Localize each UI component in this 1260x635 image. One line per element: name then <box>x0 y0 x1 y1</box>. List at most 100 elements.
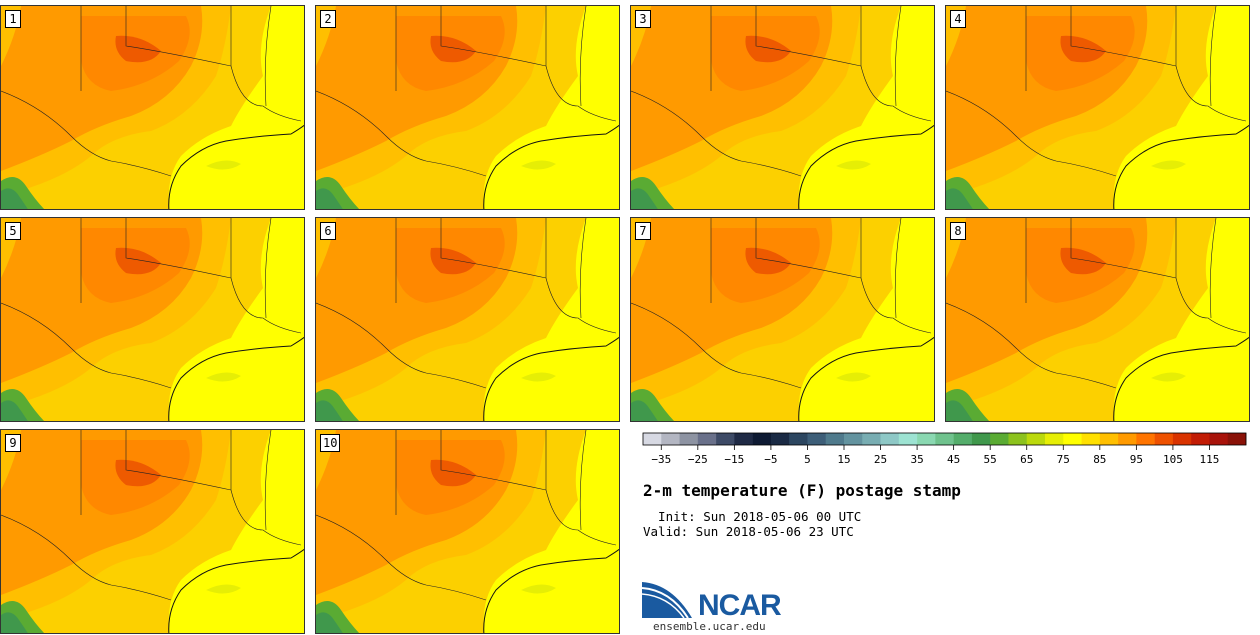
coastline <box>483 548 619 633</box>
gulf-region <box>1123 130 1249 209</box>
member-label: 3 <box>635 10 651 28</box>
member-label: 8 <box>950 222 966 240</box>
cool-region <box>1 188 28 209</box>
temperature-map <box>316 218 619 421</box>
colorbar-swatch <box>1063 433 1082 445</box>
gulf-region <box>1151 160 1186 170</box>
colorbar-swatch <box>770 433 790 445</box>
colorbar-swatch <box>697 433 717 445</box>
gulf-region <box>493 130 619 209</box>
hottest-region <box>115 459 161 487</box>
colorbar-tick-label: 65 <box>1020 453 1033 466</box>
hottest-region <box>115 247 161 275</box>
colorbar-swatch <box>1227 433 1247 445</box>
cool-region <box>946 188 973 209</box>
temperature-map <box>631 6 934 209</box>
member-label: 9 <box>5 434 21 452</box>
temperature-map <box>1 6 304 209</box>
coastline <box>798 124 934 209</box>
member-panel-1: 1 <box>0 5 305 210</box>
colorbar-swatch <box>990 433 1009 445</box>
hottest-region <box>430 459 476 487</box>
gulf-region <box>178 342 304 421</box>
ncar-logo-text: NCAR <box>698 589 782 622</box>
colorbar-tick-label: 115 <box>1200 453 1220 466</box>
colorbar-swatch <box>953 433 973 445</box>
member-label: 2 <box>320 10 336 28</box>
colorbar-swatch <box>752 433 772 445</box>
colorbar-swatch <box>734 433 753 445</box>
colorbar-tick-label: 35 <box>910 453 923 466</box>
gulf-region <box>808 342 934 421</box>
member-label: 5 <box>5 222 21 240</box>
init-time: Init: Sun 2018-05-06 00 UTC <box>643 509 862 524</box>
colorbar-swatch <box>661 433 680 445</box>
colorbar-swatch <box>1026 433 1046 445</box>
colorbar-swatch <box>844 433 863 445</box>
cool-region <box>631 188 658 209</box>
coastline <box>483 336 619 421</box>
member-panel-9: 9 <box>0 429 305 634</box>
gulf-region <box>178 130 304 209</box>
gulf-region <box>521 372 556 382</box>
colorbar-swatch <box>1118 433 1137 445</box>
gulf-region <box>808 130 934 209</box>
colorbar-swatch <box>679 433 699 445</box>
temperature-map <box>1 218 304 421</box>
member-panel-7: 7 <box>630 217 935 422</box>
member-panel-3: 3 <box>630 5 935 210</box>
colorbar-swatch <box>898 433 918 445</box>
temperature-map <box>316 6 619 209</box>
state-borders <box>316 6 617 177</box>
colorbar-tick-label: 45 <box>947 453 960 466</box>
colorbar-swatch <box>643 433 662 445</box>
ncar-logo-icon <box>642 582 692 619</box>
member-label: 1 <box>5 10 21 28</box>
coastline <box>483 124 619 209</box>
cool-region <box>1 612 28 633</box>
member-panel-8: 8 <box>945 217 1250 422</box>
temperature-map <box>946 6 1249 209</box>
colorbar-tick-label: 105 <box>1163 453 1183 466</box>
colorbar-swatch <box>971 433 991 445</box>
colorbar-tick-label: 25 <box>874 453 887 466</box>
coastline <box>1113 124 1249 209</box>
coastline <box>168 336 304 421</box>
colorbar-tick-label: −35 <box>651 453 671 466</box>
coastline <box>168 548 304 633</box>
coastline <box>798 336 934 421</box>
cool-region <box>316 400 343 421</box>
colorbar-swatch <box>1154 433 1174 445</box>
state-borders <box>631 218 932 389</box>
cool-region <box>631 400 658 421</box>
state-borders <box>1 218 302 389</box>
colorbar-swatch <box>825 433 845 445</box>
member-label: 7 <box>635 222 651 240</box>
gulf-region <box>836 372 871 382</box>
colorbar-swatch <box>789 433 808 445</box>
colorbar-tick-label: 15 <box>837 453 850 466</box>
colorbar-tick-label: −15 <box>724 453 744 466</box>
colorbar-swatch <box>1136 433 1155 445</box>
colorbar-frame <box>642 432 1247 446</box>
member-panel-4: 4 <box>945 5 1250 210</box>
temperature-map <box>1 430 304 633</box>
hottest-region <box>1060 247 1106 275</box>
colorbar-tick-label: 5 <box>804 453 811 466</box>
cool-region <box>316 188 343 209</box>
coastline <box>168 124 304 209</box>
colorbar-swatch <box>807 433 827 445</box>
temperature-map <box>631 218 934 421</box>
gulf-region <box>521 584 556 594</box>
hottest-region <box>745 247 791 275</box>
cool-region <box>1 400 28 421</box>
state-borders <box>946 218 1247 389</box>
colorbar-swatch <box>1008 433 1028 445</box>
valid-time: Valid: Sun 2018-05-06 23 UTC <box>643 524 854 539</box>
gulf-region <box>493 554 619 633</box>
temperature-map <box>316 430 619 633</box>
member-panel-10: 10 <box>315 429 620 634</box>
colorbar-tick-label: 95 <box>1130 453 1143 466</box>
colorbar-swatch <box>1081 433 1101 445</box>
cool-region <box>316 612 343 633</box>
